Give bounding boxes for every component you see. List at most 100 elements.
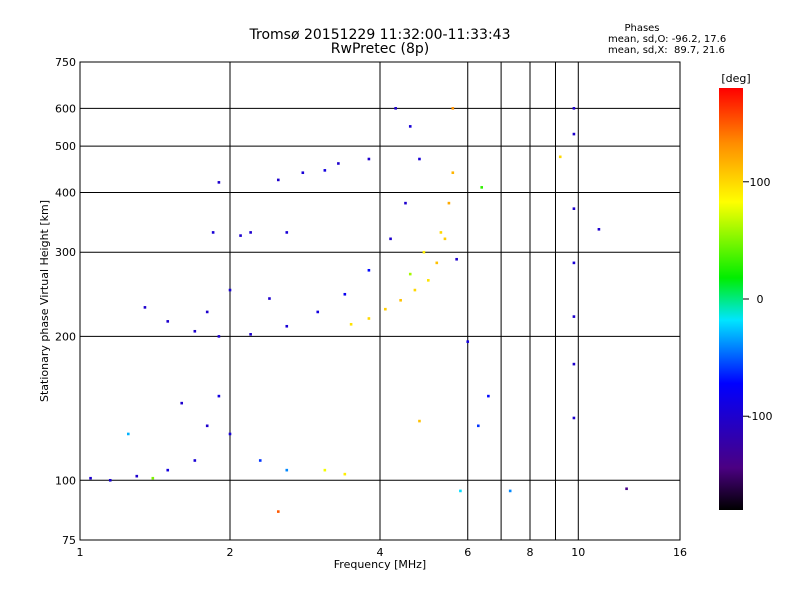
- data-point: [459, 489, 462, 493]
- data-point: [447, 201, 451, 205]
- data-point: [285, 231, 289, 234]
- colorbar-ticks: 100 0 -100: [743, 176, 772, 423]
- data-point: [337, 162, 340, 165]
- colorbar-tick-label: 0: [757, 293, 764, 306]
- data-point: [323, 468, 327, 472]
- data-point: [217, 335, 221, 338]
- data-point: [477, 424, 480, 428]
- data-point: [180, 401, 184, 405]
- data-point: [166, 320, 170, 323]
- data-point: [394, 107, 397, 110]
- chart-title: Tromsø 20151229 11:32:00-11:33:43: [249, 27, 511, 43]
- data-point: [143, 306, 147, 309]
- data-point: [126, 432, 130, 436]
- data-point: [572, 207, 576, 210]
- y-tick-label: 600: [55, 102, 76, 115]
- data-point: [558, 155, 562, 159]
- data-point: [343, 292, 347, 296]
- x-tick-label: 2: [227, 546, 234, 559]
- data-point: [323, 169, 327, 172]
- y-axis-label: Stationary phase Virtual Height [km]: [38, 200, 51, 402]
- data-point: [367, 268, 371, 272]
- data-point: [228, 288, 232, 292]
- data-point: [422, 250, 426, 254]
- x-tick-label: 1: [77, 546, 84, 559]
- data-point: [389, 237, 392, 241]
- data-point: [625, 487, 628, 491]
- data-point: [480, 186, 484, 189]
- colorbar-tick-label: -100: [748, 410, 773, 423]
- data-point: [316, 310, 320, 314]
- data-point: [572, 261, 576, 265]
- data-point: [487, 394, 490, 398]
- data-point: [89, 476, 92, 480]
- data-point: [451, 171, 455, 175]
- y-tick-label: 75: [62, 534, 76, 547]
- y-tick-label: 400: [55, 186, 76, 199]
- data-points: [89, 107, 628, 513]
- data-point: [268, 297, 271, 300]
- data-point: [572, 132, 576, 136]
- data-point: [508, 489, 512, 493]
- data-point: [367, 317, 371, 320]
- data-point: [249, 231, 252, 234]
- data-point: [367, 157, 371, 161]
- data-point: [399, 298, 402, 302]
- x-axis-label: Frequency [MHz]: [334, 558, 426, 571]
- y-tick-label: 500: [55, 140, 76, 153]
- data-point: [418, 157, 421, 161]
- colorbar-label: [deg]: [721, 72, 750, 85]
- data-point: [108, 478, 112, 482]
- x-tick-label: 6: [464, 546, 471, 559]
- data-point: [193, 329, 197, 333]
- colorbar-tick-label: 100: [750, 176, 771, 189]
- data-point: [205, 310, 209, 314]
- data-point: [166, 468, 170, 472]
- data-point: [258, 459, 262, 462]
- axis-ticks: 1 2 4 6 8 10 16 75 100 200 300 400 500 600 750: [55, 56, 687, 559]
- data-point: [572, 416, 576, 420]
- data-point: [466, 340, 470, 343]
- y-tick-label: 100: [55, 474, 76, 487]
- x-tick-label: 16: [673, 546, 687, 559]
- data-point: [135, 474, 139, 478]
- data-point: [408, 272, 412, 276]
- data-point: [276, 510, 280, 513]
- stats-line-o: mean, sd,O: -96.2, 17.6: [608, 34, 726, 45]
- gridlines: [80, 62, 680, 540]
- data-point: [443, 237, 447, 241]
- data-point: [217, 394, 221, 398]
- data-point: [572, 362, 576, 366]
- x-tick-label: 8: [527, 546, 534, 559]
- data-point: [276, 178, 280, 182]
- data-point: [597, 228, 601, 231]
- data-point: [413, 288, 417, 292]
- data-point: [384, 307, 387, 311]
- y-tick-label: 300: [55, 246, 76, 259]
- data-point: [455, 257, 458, 261]
- data-point: [285, 468, 289, 472]
- data-point: [572, 315, 576, 318]
- x-tick-label: 4: [377, 546, 384, 559]
- chart-subtitle: RwPretec (8p): [331, 41, 429, 57]
- stats-heading: Phases: [624, 23, 659, 34]
- data-point: [418, 419, 421, 423]
- data-point: [426, 279, 430, 282]
- data-point: [451, 107, 455, 110]
- data-point: [211, 231, 215, 234]
- data-point: [572, 107, 576, 110]
- data-point: [151, 476, 155, 480]
- data-point: [228, 432, 232, 436]
- data-point: [408, 125, 412, 128]
- y-tick-label: 750: [55, 56, 76, 69]
- plot-frame: [79, 61, 681, 541]
- x-tick-label: 10: [571, 546, 585, 559]
- data-point: [193, 459, 197, 462]
- data-point: [285, 324, 289, 328]
- data-point: [239, 234, 242, 237]
- data-point: [439, 231, 443, 234]
- colorbar: [719, 88, 743, 510]
- data-point: [217, 181, 221, 184]
- y-tick-label: 200: [55, 330, 76, 343]
